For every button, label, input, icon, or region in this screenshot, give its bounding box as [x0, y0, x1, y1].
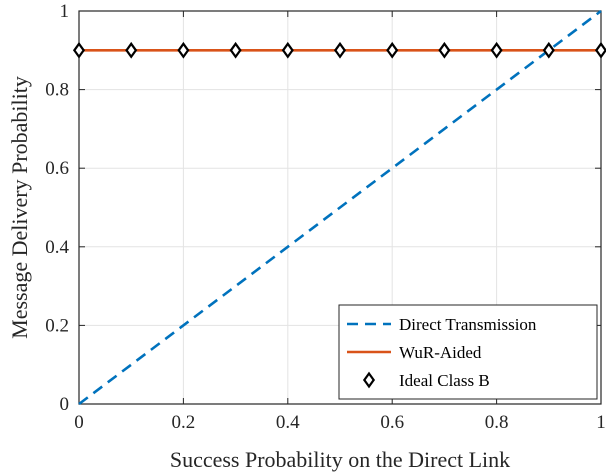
y-tick-label: 0.8	[45, 80, 69, 101]
x-tick-label: 1	[596, 412, 606, 433]
legend-label: Direct Transmission	[399, 315, 537, 334]
legend-swatch-ideal-class-b	[362, 371, 376, 389]
data-point-ideal-class-b	[542, 41, 555, 59]
y-tick-label: 0	[60, 394, 70, 415]
data-point-ideal-class-b	[386, 41, 399, 59]
y-tick-label: 0.4	[45, 237, 69, 258]
legend: Direct Transmission WuR-Aided Ideal Class …	[338, 304, 598, 400]
x-tick-label: 0.4	[276, 412, 300, 433]
series	[72, 9, 606, 406]
data-point-ideal-class-b	[229, 41, 242, 59]
data-point-ideal-class-b	[72, 41, 86, 59]
y-tick-label: 1	[60, 1, 70, 22]
data-point-ideal-class-b	[594, 41, 606, 59]
data-point-ideal-class-b	[281, 41, 294, 59]
data-point-ideal-class-b	[177, 41, 190, 59]
legend-label: WuR-Aided	[399, 343, 482, 362]
x-tick-label: 0.2	[172, 412, 196, 433]
x-tick-label: 0.6	[380, 412, 404, 433]
data-point-ideal-class-b	[490, 41, 503, 59]
y-tick-label: 0.2	[45, 315, 69, 336]
series-line-direct-transmission	[78, 9, 602, 406]
x-axis-label: Success Probability on the Direct Link	[170, 447, 510, 472]
ticks: 0 0.2 0.4 0.6 0.8 1 0 0.2 0.4 0.6 0.8 1	[45, 1, 606, 433]
legend-label: Ideal Class B	[399, 371, 490, 390]
data-point-ideal-class-b	[333, 41, 347, 59]
x-tick-label: 0	[74, 412, 84, 433]
y-axis-label: Message Delivery Probability	[7, 76, 32, 339]
y-tick-label: 0.6	[45, 158, 69, 179]
data-point-ideal-class-b	[125, 41, 138, 59]
x-tick-label: 0.8	[485, 412, 509, 433]
data-point-ideal-class-b	[438, 41, 451, 59]
plot-frame	[78, 10, 602, 405]
